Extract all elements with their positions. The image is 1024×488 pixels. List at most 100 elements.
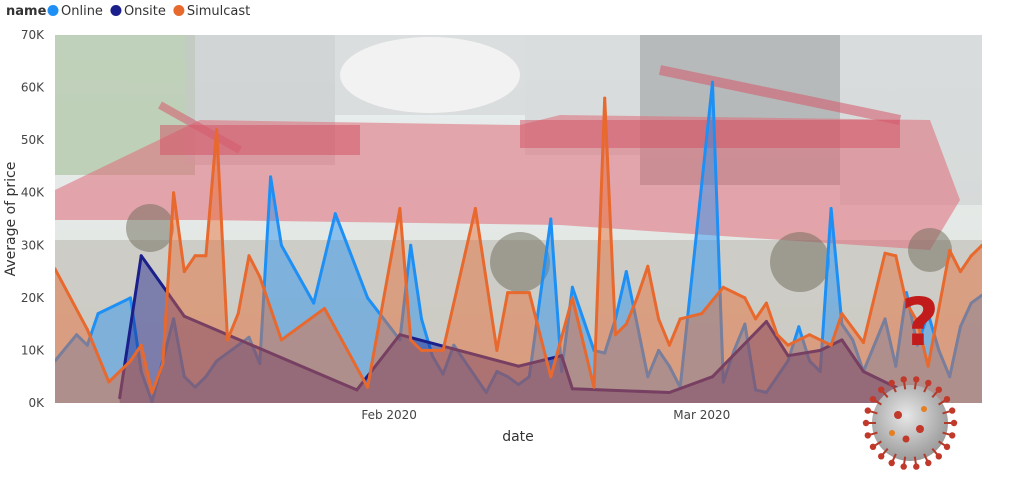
data-point[interactable] [786,359,790,363]
data-point[interactable] [139,343,143,347]
data-point[interactable] [861,370,865,373]
data-point[interactable] [570,387,574,391]
data-point[interactable] [980,243,984,247]
data-point[interactable] [721,285,725,289]
data-point[interactable] [193,385,197,389]
data-point[interactable] [193,254,197,258]
data-point[interactable] [409,243,413,247]
data-point[interactable] [129,296,132,300]
series-line-simulcast[interactable] [55,96,982,394]
data-point[interactable] [743,296,747,300]
data-point[interactable] [840,312,844,316]
data-point[interactable] [247,335,251,339]
data-point[interactable] [506,375,510,379]
legend-label-0[interactable]: Online [61,4,103,19]
data-point[interactable] [775,333,779,337]
data-point[interactable] [366,385,370,389]
data-point[interactable] [96,312,100,316]
data-point[interactable] [624,322,628,326]
data-point[interactable] [258,362,262,366]
data-point[interactable] [118,396,122,400]
data-point[interactable] [883,317,887,321]
data-point[interactable] [549,217,553,221]
data-point[interactable] [441,348,445,352]
data-point[interactable] [333,212,337,216]
data-point[interactable] [786,343,790,347]
data-point[interactable] [430,354,434,358]
data-point[interactable] [172,317,176,321]
data-point[interactable] [808,333,811,337]
data-point[interactable] [517,383,520,387]
data-point[interactable] [420,317,423,321]
series-line-online[interactable] [55,80,982,403]
data-point[interactable] [764,391,768,394]
data-point[interactable] [139,370,143,373]
data-point[interactable] [150,400,154,403]
data-point[interactable] [560,370,564,373]
data-point[interactable] [495,348,499,352]
data-point[interactable] [840,338,844,342]
data-point[interactable] [711,375,714,379]
legend-label-1[interactable]: Onsite [124,4,166,19]
data-point[interactable] [215,359,219,363]
data-point[interactable] [54,267,57,271]
data-point[interactable] [204,375,208,379]
data-point[interactable] [527,291,531,295]
data-point[interactable] [323,306,326,310]
data-point[interactable] [764,320,768,323]
data-point[interactable] [182,314,186,318]
data-point[interactable] [818,370,822,373]
data-point[interactable] [398,338,402,342]
data-point[interactable] [420,348,423,352]
data-point[interactable] [667,364,671,368]
data-point[interactable] [754,388,758,392]
data-point[interactable] [527,375,531,379]
data-point[interactable] [570,285,574,289]
data-point[interactable] [732,348,736,352]
data-point[interactable] [592,385,596,389]
data-point[interactable] [958,325,962,329]
data-point[interactable] [355,388,359,392]
data-point[interactable] [786,354,790,358]
data-point[interactable] [581,317,585,321]
legend-label-2[interactable]: Simulcast [187,4,250,19]
data-point[interactable] [139,254,143,258]
data-point[interactable] [452,343,456,347]
data-point[interactable] [570,296,574,300]
data-point[interactable] [172,191,176,195]
data-point[interactable] [441,372,445,376]
data-point[interactable] [948,375,952,379]
data-point[interactable] [937,306,941,310]
data-point[interactable] [129,359,132,363]
data-point[interactable] [409,338,413,342]
data-point[interactable] [603,351,607,355]
data-point[interactable] [958,270,962,274]
data-point[interactable] [226,338,229,342]
data-point[interactable] [969,301,973,305]
data-point[interactable] [764,301,768,305]
data-point[interactable] [818,348,822,352]
data-point[interactable] [215,128,219,132]
data-point[interactable] [204,254,208,258]
data-point[interactable] [883,251,887,255]
data-point[interactable] [75,333,79,337]
data-point[interactable] [678,317,682,321]
data-point[interactable] [980,293,984,297]
data-point[interactable] [969,254,973,258]
data-point[interactable] [667,391,671,394]
data-point[interactable] [150,391,154,394]
data-point[interactable] [506,291,510,295]
data-point[interactable] [54,359,57,363]
data-point[interactable] [269,175,273,179]
data-point[interactable] [894,364,898,368]
data-point[interactable] [398,207,402,210]
data-point[interactable] [851,338,855,342]
data-point[interactable] [711,80,714,84]
data-point[interactable] [894,254,898,258]
data-point[interactable] [646,264,650,268]
data-point[interactable] [484,391,488,394]
data-point[interactable] [829,343,833,347]
data-point[interactable] [161,362,165,366]
data-point[interactable] [549,375,553,379]
data-point[interactable] [808,359,811,363]
